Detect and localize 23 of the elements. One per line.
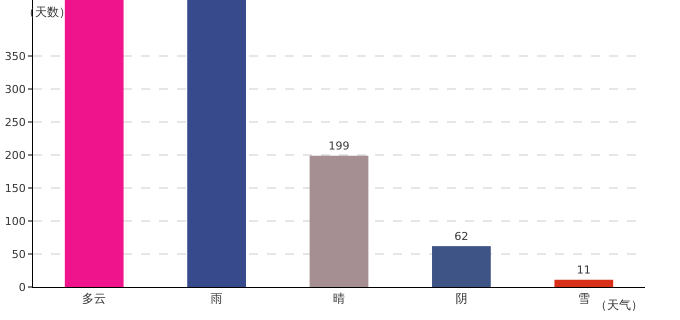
bar — [187, 0, 246, 287]
y-tick-label: 350 — [4, 50, 26, 63]
y-axis-title: （天数） — [23, 5, 71, 19]
y-tick-label: 300 — [4, 82, 26, 96]
y-tick-label: 0 — [18, 280, 26, 294]
data-label: 62 — [454, 230, 468, 244]
x-tick-label: 多云 — [82, 291, 106, 306]
data-label: 199 — [328, 140, 350, 153]
y-tick-label: 150 — [4, 182, 26, 195]
data-label: 11 — [576, 264, 591, 277]
bar — [310, 156, 368, 287]
x-tick-label: 晴 — [333, 291, 345, 306]
y-tick-label: 50 — [12, 248, 26, 261]
bar — [554, 280, 614, 287]
bar — [432, 246, 491, 287]
x-tick-label: 阴 — [455, 291, 468, 306]
y-tick-label: 250 — [4, 116, 26, 129]
bar — [64, 0, 124, 287]
x-tick-label: 雨 — [210, 291, 223, 306]
y-tick-label: 200 — [4, 148, 26, 162]
x-tick-label: 雪 — [578, 291, 590, 306]
y-tick-label: 100 — [4, 214, 26, 228]
x-axis-title: （天气） — [595, 298, 643, 312]
